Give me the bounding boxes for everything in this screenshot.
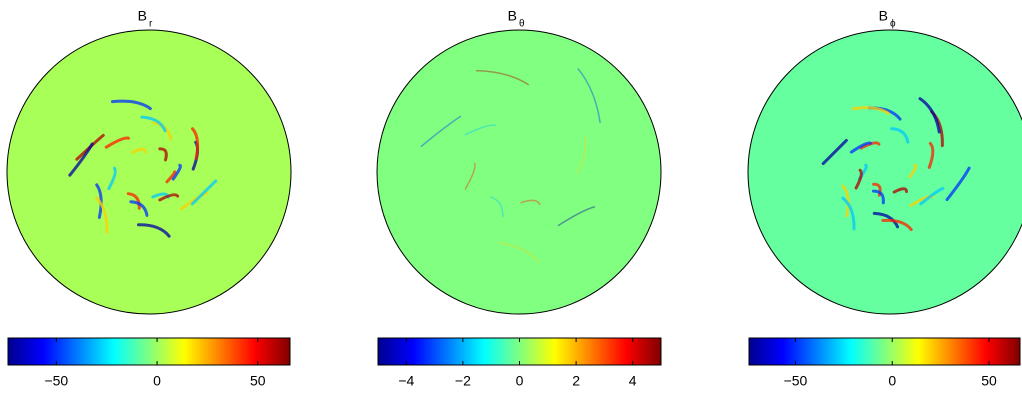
field-streak xyxy=(497,242,540,263)
field-streak xyxy=(104,136,131,149)
field-streak xyxy=(68,142,94,177)
field-streak xyxy=(881,218,913,232)
disk xyxy=(377,30,661,314)
colorbar-tick-label: 0 xyxy=(888,373,896,389)
field-streak xyxy=(126,192,141,210)
field-streak xyxy=(841,184,850,218)
field-streak xyxy=(171,163,182,181)
disk-outline xyxy=(376,29,662,315)
field-streak xyxy=(851,106,890,115)
field-streak xyxy=(129,200,149,217)
field-streak xyxy=(859,141,881,150)
field-streak xyxy=(190,179,218,206)
colorbar-tick-label: −50 xyxy=(44,373,68,389)
panel-title: B xyxy=(508,8,517,24)
colorbar xyxy=(377,337,662,366)
field-streak xyxy=(577,68,601,124)
colorbar-tick-label: −50 xyxy=(784,373,808,389)
field-streak xyxy=(420,115,462,147)
field-texture xyxy=(821,97,971,232)
field-texture xyxy=(420,68,601,263)
field-streak xyxy=(94,196,109,234)
field-streak xyxy=(927,141,935,169)
field-streak xyxy=(464,124,497,136)
field-streak xyxy=(872,211,900,229)
disk xyxy=(7,30,291,314)
field-streak xyxy=(841,196,856,231)
field-streak xyxy=(918,97,941,134)
panel-title: B xyxy=(879,8,888,24)
field-streak xyxy=(95,183,103,219)
field-streak xyxy=(849,141,873,154)
colorbar-tick-label: 50 xyxy=(981,373,997,389)
field-streak xyxy=(908,163,918,179)
field-streak xyxy=(489,196,504,218)
colorbar-tick-label: 2 xyxy=(572,373,580,389)
field-streak xyxy=(890,127,910,144)
field-streak xyxy=(158,193,180,202)
panel-title-subscript: r xyxy=(149,19,153,30)
colorbar-tick-label: 0 xyxy=(516,373,524,389)
colorbar-tick-label: −2 xyxy=(455,373,471,389)
panel-title-subscript: ϕ xyxy=(890,19,896,30)
field-streak xyxy=(854,168,863,190)
field-streak xyxy=(919,186,945,206)
field-streak xyxy=(871,189,885,205)
colorbar-tick-label: 4 xyxy=(629,373,637,389)
field-streak xyxy=(165,170,177,184)
disk xyxy=(748,30,1022,314)
disk-outline xyxy=(747,29,1022,315)
colorbar-tick-label: −4 xyxy=(398,373,414,389)
field-streak xyxy=(140,115,167,133)
field-streak xyxy=(464,162,476,190)
field-texture xyxy=(68,99,218,238)
field-streak xyxy=(821,138,848,166)
field-streak xyxy=(577,136,587,174)
colorbar-tick-label: 50 xyxy=(250,373,266,389)
field-streak xyxy=(107,166,117,191)
field-streak xyxy=(136,223,171,238)
panel-title: B xyxy=(138,8,147,24)
field-streak xyxy=(131,147,147,154)
panel-title-subscript: θ xyxy=(519,19,525,30)
colorbar-tick-label: 0 xyxy=(153,373,161,389)
field-streak xyxy=(892,187,909,194)
field-streak xyxy=(110,99,152,111)
colorbar xyxy=(7,337,291,366)
field-streak xyxy=(520,199,541,206)
field-streak xyxy=(158,147,168,162)
field-streak xyxy=(191,127,200,160)
field-streak xyxy=(557,206,596,227)
colorbar xyxy=(748,337,1021,366)
field-streak xyxy=(475,69,529,86)
field-streak xyxy=(945,166,971,202)
disk-outline xyxy=(6,29,292,315)
